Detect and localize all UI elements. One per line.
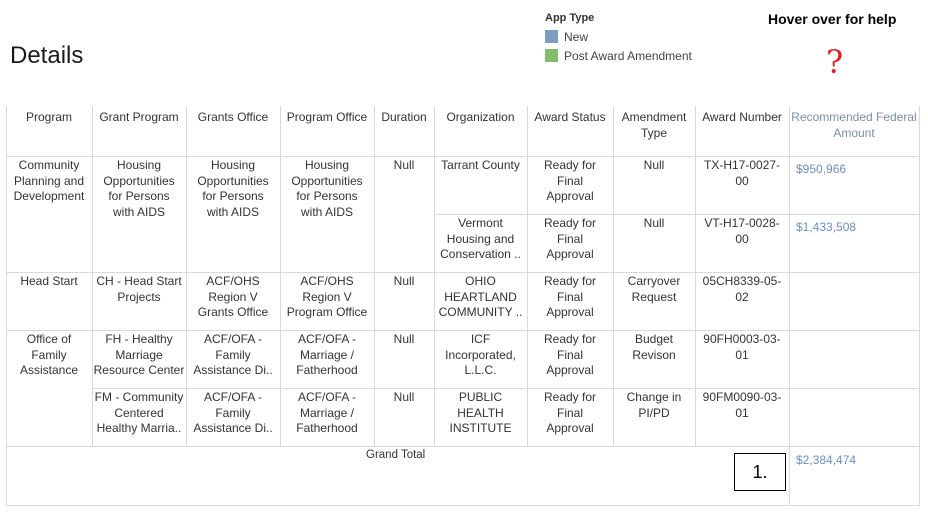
cell-duration: Null: [393, 332, 415, 346]
legend-item-new[interactable]: New: [545, 27, 692, 46]
cell-amount[interactable]: $1,433,508: [796, 220, 857, 234]
cell-award-number: 90FH0003-03- 01: [703, 332, 781, 362]
cell-duration: Null: [393, 390, 415, 404]
col-divider: [280, 106, 281, 446]
app-type-legend: App Type New Post Award Amendment: [545, 12, 692, 65]
cell-grants-office: ACF/OFA - Family Assistance Di..: [193, 332, 273, 377]
col-divider: [527, 106, 528, 446]
col-divider: [434, 106, 435, 446]
cell-amendment-type: Budget Revison: [632, 332, 676, 362]
cell-program-office: ACF/OHS Region V Program Office: [286, 274, 368, 319]
cell-duration: Null: [393, 158, 415, 172]
cell-award-status: Ready for Final Approval: [543, 274, 597, 319]
col-divider: [613, 106, 614, 446]
cell-grants-office: ACF/OFA - Family Assistance Di..: [193, 390, 273, 435]
cell-duration: Null: [393, 274, 415, 288]
col-divider: [6, 106, 7, 506]
header-organization[interactable]: Organization: [446, 110, 515, 124]
col-divider: [919, 106, 920, 506]
cell-program: Office of Family Assistance: [19, 332, 79, 377]
cell-award-status: Ready for Final Approval: [543, 332, 597, 377]
row-divider: [6, 446, 920, 447]
legend-item-post-award-amendment[interactable]: Post Award Amendment: [545, 46, 692, 65]
header-program-office[interactable]: Program Office: [286, 110, 368, 124]
cell-organization: OHIO HEARTLAND COMMUNITY ..: [438, 274, 523, 319]
col-divider: [92, 106, 93, 446]
cell-award-number: 90FM0090-03- 01: [702, 390, 782, 420]
row-divider: [6, 272, 920, 273]
header-award-status[interactable]: Award Status: [534, 110, 606, 124]
col-divider: [695, 106, 696, 446]
cell-award-number: VT-H17-0028- 00: [704, 216, 780, 246]
legend-swatch-new: [545, 30, 558, 43]
header-amendment-type[interactable]: Amendment Type: [621, 110, 687, 140]
header-duration[interactable]: Duration: [381, 110, 427, 124]
header-grants-office[interactable]: Grants Office: [197, 110, 269, 124]
legend-swatch-post-award-amendment: [545, 49, 558, 62]
header-program[interactable]: Program: [25, 110, 72, 124]
help-title: Hover over for help: [768, 11, 897, 27]
cell-program-office: Housing Opportunities for Persons with A…: [291, 158, 363, 219]
row-divider: [92, 388, 920, 389]
legend-title: App Type: [545, 12, 595, 24]
cell-organization: Vermont Housing and Conservation ..: [440, 216, 521, 261]
header-recommended-federal-amount[interactable]: Recommended Federal Amount: [791, 110, 917, 140]
cell-organization: ICF Incorporated, L.L.C.: [445, 332, 516, 377]
col-divider: [374, 106, 375, 446]
cell-amendment-type: Null: [643, 158, 665, 172]
cell-award-number: 05CH8339-05- 02: [702, 274, 782, 304]
row-divider: [6, 156, 920, 157]
details-table: [6, 106, 920, 506]
cell-program: Head Start: [20, 274, 78, 288]
cell-program-office: ACF/OFA - Marriage / Fatherhood: [296, 390, 358, 435]
cell-grant-program: FM - Community Centered Healthy Marria..: [94, 390, 184, 435]
cell-program-office: ACF/OFA - Marriage / Fatherhood: [296, 332, 358, 377]
row-divider: [434, 214, 920, 215]
page-title: Details: [10, 42, 84, 69]
legend-label-new: New: [564, 29, 589, 44]
help-question-icon[interactable]: ?: [826, 43, 844, 81]
grand-total-label: Grand Total: [366, 449, 426, 461]
cell-organization: PUBLIC HEALTH INSTITUTE: [449, 390, 512, 435]
header-award-number[interactable]: Award Number: [702, 110, 782, 124]
cell-program: Community Planning and Development: [13, 158, 85, 203]
cell-grants-office: ACF/OHS Region V Grants Office: [197, 274, 269, 319]
cell-grant-program: CH - Head Start Projects: [96, 274, 182, 304]
row-divider: [6, 505, 920, 506]
header-grant-program[interactable]: Grant Program: [99, 110, 179, 124]
cell-award-status: Ready for Final Approval: [543, 158, 597, 203]
cell-award-status: Ready for Final Approval: [543, 390, 597, 435]
cell-award-number: TX-H17-0027- 00: [703, 158, 781, 188]
cell-grants-office: Housing Opportunities for Persons with A…: [197, 158, 269, 219]
col-divider: [789, 106, 790, 506]
cell-amount[interactable]: $950,966: [796, 162, 847, 176]
legend-label-post-award-amendment: Post Award Amendment: [564, 48, 692, 63]
cell-award-status: Ready for Final Approval: [543, 216, 597, 261]
cell-organization: Tarrant County: [441, 158, 520, 172]
cell-amendment-type: Null: [643, 216, 665, 230]
row-divider: [6, 330, 920, 331]
cell-amendment-type: Change in PI/PD: [626, 390, 682, 420]
col-divider: [186, 106, 187, 446]
cell-amendment-type: Carryover Request: [627, 274, 681, 304]
callout-annotation: 1.: [734, 453, 786, 491]
cell-grant-program: FH - Healthy Marriage Resource Center: [93, 332, 185, 377]
grand-total-amount[interactable]: $2,384,474: [796, 453, 857, 467]
cell-grant-program: Housing Opportunities for Persons with A…: [103, 158, 175, 219]
